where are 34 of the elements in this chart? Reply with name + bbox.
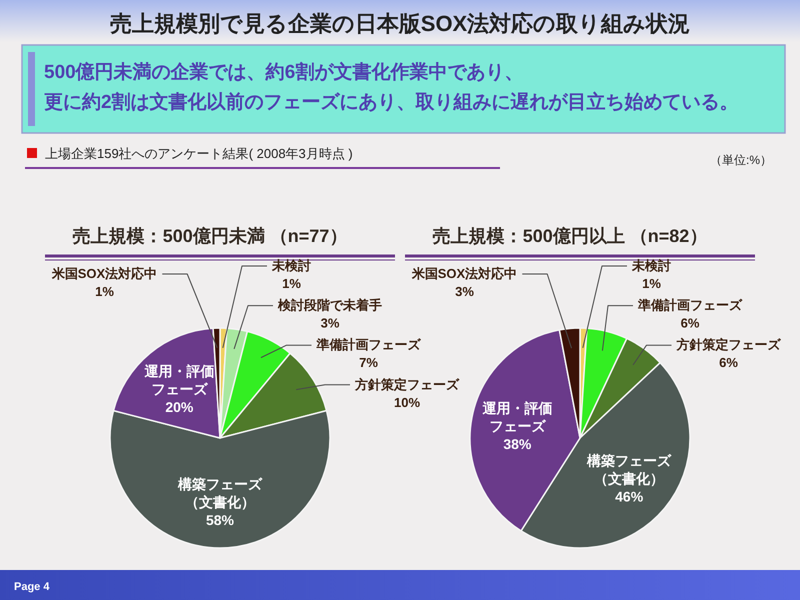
slice-label: 運用・評価フェーズ [481,400,552,434]
slice-label: 構築フェーズ（文書化） [586,452,672,487]
data-label: 58% [206,512,235,528]
text: 上場企業159社へのアンケート結果( 2008年3月時点 ) [45,146,353,161]
data-label: 6% [719,355,738,370]
text: Page 4 [14,581,50,593]
data-label: 7% [359,355,378,370]
data-label: 20% [165,398,194,415]
data-label: 6% [680,316,700,331]
text: 500億円未満の企業では、約6割が文書化作業中であり、 [44,61,524,83]
data-label: 3% [320,316,340,331]
data-label: 46% [615,488,644,505]
slice-label: 準備計画フェーズ [316,337,422,352]
text: 更に約2割は文書化以前のフェーズにあり、取り組みに遅れが目立ち始めている。 [44,91,739,113]
data-label: 38% [503,436,532,452]
data-label: 1% [95,284,114,299]
data-label: 10% [394,394,420,410]
text: （単位:%） [710,153,772,167]
slice-label: 方針策定フェーズ [354,376,460,392]
chart-title: 売上規模：500億円以上 （n=82） [432,226,708,246]
slice-label: 米国SOX法対応中 [410,266,518,281]
slice-label: 検討段階で未着手 [277,298,382,313]
slice-label: 未検討 [271,258,311,273]
slice-label: 方針策定フェーズ [676,337,782,352]
data-label: 1% [282,276,302,291]
slice-label: 未検討 [631,258,671,273]
slice-label: 準備計画フェーズ [637,298,743,313]
slice-label: 運用・評価フェーズ [143,362,214,397]
text: 売上規模別で見る企業の日本版SOX法対応の取り組み状況 [110,11,690,36]
data-label: 3% [455,284,474,299]
chart-title: 売上規模：500億円未満 （n=77） [72,226,348,246]
slice-label: 米国SOX法対応中 [50,266,158,281]
data-label: 1% [642,276,662,291]
slice-label: 構築フェーズ（文書化） [177,476,263,510]
